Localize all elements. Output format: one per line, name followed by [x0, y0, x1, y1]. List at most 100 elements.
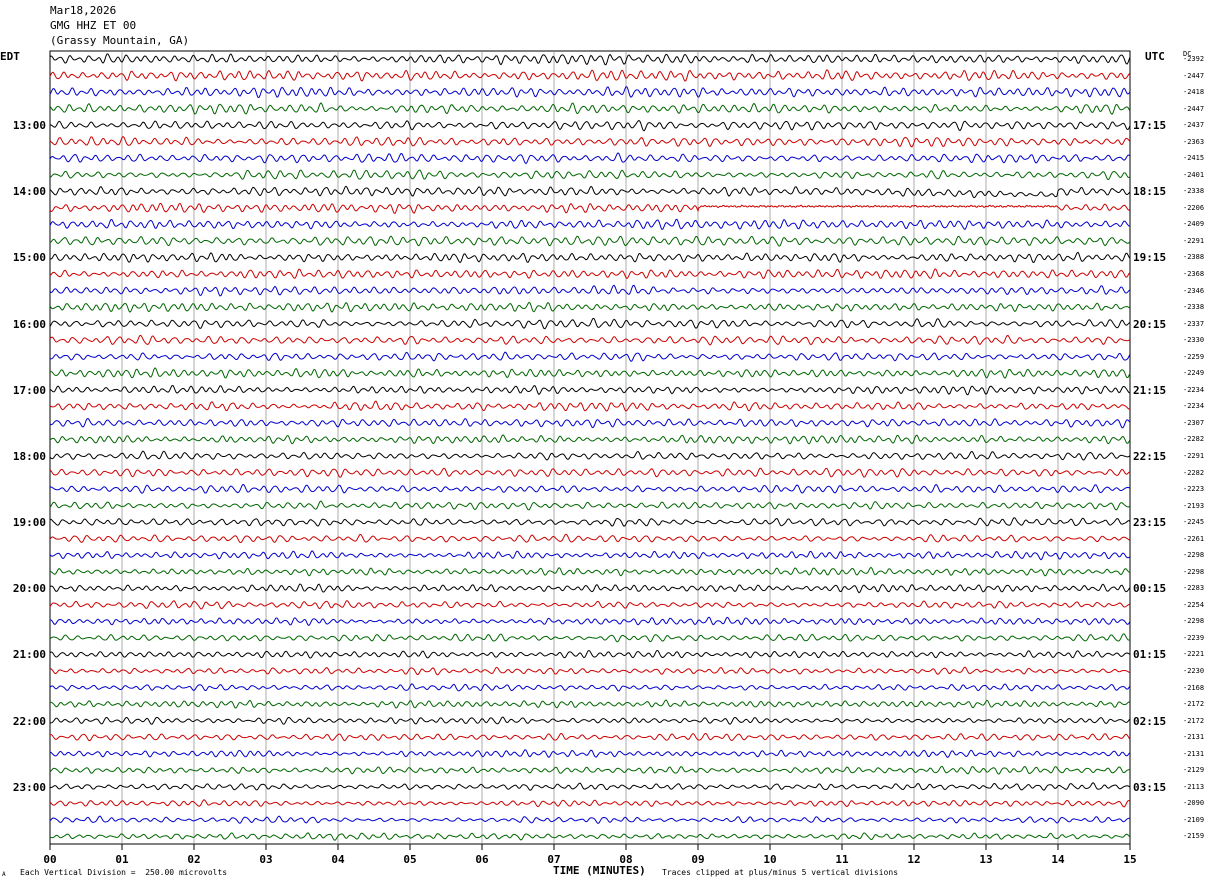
- dc-offset-label: -2388: [1183, 253, 1205, 262]
- seismic-trace-47: [49, 832, 1131, 841]
- utc-hour-label: 18:15: [1133, 185, 1167, 199]
- seismic-trace-43: [49, 765, 1131, 775]
- seismic-trace-11: [49, 235, 1131, 247]
- utc-hour-label: 03:15: [1133, 780, 1167, 794]
- dc-offset-label: -2437: [1183, 121, 1205, 130]
- dc-offset-label: -2298: [1183, 551, 1205, 560]
- dc-offset-label: -2129: [1183, 766, 1205, 775]
- utc-hour-label: 01:15: [1133, 648, 1167, 662]
- plot-date: Mar18,2026: [50, 4, 117, 17]
- dc-offset-label: -2338: [1183, 303, 1205, 312]
- dc-offset-label: -2291: [1183, 451, 1205, 460]
- x-tick-marks: [49, 844, 1131, 850]
- seismic-trace-37: [49, 666, 1131, 676]
- seismic-trace-4: [49, 119, 1131, 132]
- edt-hour-label: 17:00: [12, 383, 46, 397]
- seismic-trace-2: [49, 86, 1131, 99]
- x-tick-label: 13: [979, 853, 993, 866]
- seismic-trace-35: [49, 633, 1131, 643]
- edt-hour-label: 19:00: [12, 516, 46, 530]
- dc-offset-label: -2234: [1183, 385, 1205, 394]
- dc-offset-label: -2346: [1183, 286, 1205, 295]
- utc-hour-label: 00:15: [1133, 582, 1167, 596]
- seismic-trace-28: [49, 517, 1131, 527]
- dc-offset-label: -2447: [1183, 104, 1205, 113]
- x-tick-label: 06: [475, 853, 489, 866]
- dc-offset-label: -2409: [1183, 220, 1205, 229]
- x-tick-label: 00: [43, 853, 57, 866]
- seismic-trace-39: [49, 699, 1131, 709]
- dc-offset-label: -2368: [1183, 270, 1205, 279]
- utc-hour-label: 20:15: [1133, 317, 1167, 331]
- left-timezone-label: EDT: [0, 50, 20, 63]
- seismic-trace-32: [49, 583, 1131, 594]
- dc-offset-label: -2259: [1183, 352, 1205, 361]
- edt-hour-label: 20:00: [12, 582, 46, 596]
- seismic-trace-8: [49, 185, 1131, 199]
- seismic-trace-26: [49, 483, 1131, 494]
- station-location: (Grassy Mountain, GA): [50, 34, 190, 47]
- dc-offset-label: -2401: [1183, 170, 1205, 179]
- dc-offset-label: -2223: [1183, 485, 1205, 494]
- dc-offset-label: -2337: [1183, 319, 1205, 328]
- seismic-trace-20: [49, 385, 1131, 396]
- dc-offset-label: -2159: [1183, 832, 1205, 841]
- seismic-trace-0: [49, 53, 1131, 66]
- dc-offset-label: -2249: [1183, 369, 1205, 378]
- dc-offset-label: -2282: [1183, 468, 1205, 477]
- dc-offset-label: -2172: [1183, 716, 1205, 725]
- edt-hour-label: 21:00: [12, 648, 46, 662]
- dc-offset-label: -2418: [1183, 88, 1205, 97]
- dc-offset-label: -2131: [1183, 733, 1205, 742]
- seismic-trace-5: [49, 135, 1131, 148]
- dc-offset-label: -2254: [1183, 600, 1205, 609]
- x-tick-label: 09: [691, 853, 705, 866]
- footer-mark: A: [2, 871, 6, 878]
- utc-hour-label: 19:15: [1133, 251, 1167, 265]
- dc-offset-label: -2230: [1183, 666, 1205, 675]
- seismic-trace-31: [49, 566, 1131, 577]
- edt-hour-label: 16:00: [12, 317, 46, 331]
- edt-hour-label: 13:00: [12, 119, 46, 133]
- seismic-trace-21: [49, 400, 1131, 412]
- seismic-trace-3: [49, 102, 1131, 115]
- seismic-trace-42: [49, 749, 1131, 758]
- seismic-trace-22: [49, 417, 1131, 429]
- utc-hour-label: 23:15: [1133, 516, 1167, 530]
- seismic-trace-7: [49, 169, 1131, 181]
- utc-hour-label: 21:15: [1133, 383, 1167, 397]
- minute-gridlines: [121, 51, 1059, 844]
- x-tick-label: 07: [547, 853, 561, 866]
- station-code: GMG HHZ ET 00: [50, 19, 137, 32]
- seismic-trace-44: [50, 782, 1131, 791]
- x-tick-label: 01: [115, 853, 129, 866]
- dc-offset-label: -2338: [1183, 187, 1205, 196]
- footer-clip-note: Traces clipped at plus/minus 5 vertical …: [662, 868, 899, 877]
- utc-hour-label: 22:15: [1133, 449, 1167, 463]
- seismic-trace-19: [49, 367, 1131, 379]
- dc-offset-label: -2261: [1183, 534, 1205, 543]
- seismic-trace-24: [49, 450, 1131, 461]
- x-tick-label: 14: [1051, 853, 1065, 866]
- seismic-trace-16: [49, 317, 1131, 330]
- dc-offset-label: -2415: [1183, 154, 1205, 163]
- dc-offset-label: -2283: [1183, 584, 1205, 593]
- seismic-trace-9: [49, 202, 1131, 214]
- seismic-trace-36: [49, 649, 1131, 659]
- seismic-trace-18: [49, 351, 1131, 362]
- seismic-trace-33: [49, 599, 1131, 610]
- dc-offset-label: -2234: [1183, 402, 1205, 411]
- seismic-trace-13: [49, 268, 1131, 280]
- dc-offset-label: -2298: [1183, 617, 1205, 626]
- dc-offset-label: -2392: [1183, 55, 1205, 63]
- dc-offset-label: -2447: [1183, 71, 1205, 80]
- dc-offset-label: -2239: [1183, 633, 1205, 642]
- seismic-trace-27: [49, 500, 1131, 511]
- dc-offset-label: -2245: [1183, 518, 1205, 527]
- dc-offset-label: -2363: [1183, 137, 1205, 146]
- seismic-trace-23: [49, 434, 1131, 445]
- seismic-trace-6: [49, 152, 1131, 165]
- x-tick-label: 05: [403, 853, 417, 866]
- dc-offset-label: -2113: [1183, 782, 1205, 791]
